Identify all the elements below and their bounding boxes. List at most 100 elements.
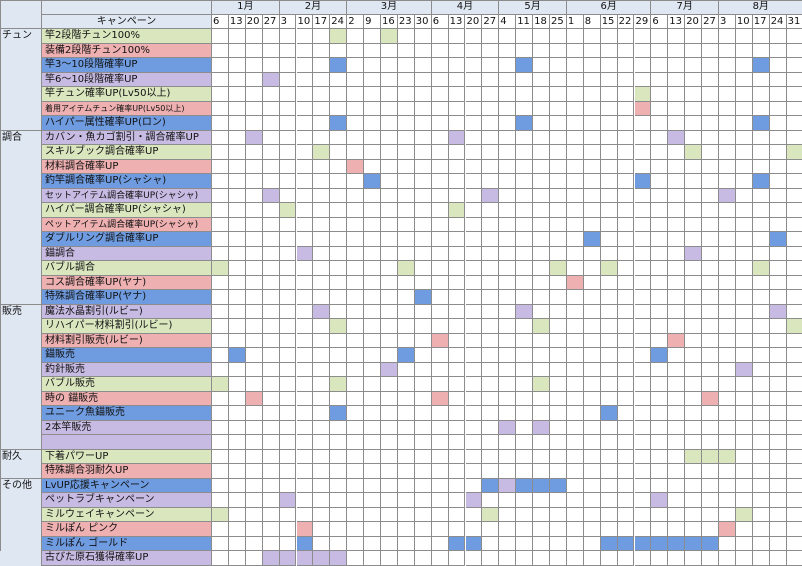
grid-cell[interactable] [719, 72, 736, 87]
grid-cell[interactable] [397, 29, 415, 44]
grid-cell[interactable] [735, 58, 753, 73]
grid-cell[interactable] [702, 464, 719, 479]
grid-cell[interactable] [702, 522, 719, 537]
grid-cell[interactable] [347, 101, 365, 116]
grid-cell[interactable] [566, 217, 584, 232]
grid-cell[interactable] [685, 43, 703, 58]
grid-cell[interactable] [499, 174, 517, 189]
grid-cell[interactable] [431, 420, 449, 435]
grid-cell[interactable] [719, 261, 736, 276]
grid-cell[interactable] [482, 130, 500, 145]
grid-cell[interactable] [769, 319, 787, 334]
grid-cell[interactable] [735, 290, 753, 305]
grid-cell[interactable] [313, 507, 331, 522]
grid-cell[interactable] [752, 304, 770, 319]
grid-cell[interactable] [600, 551, 618, 566]
grid-cell[interactable] [313, 536, 331, 551]
grid-cell[interactable] [465, 377, 483, 392]
grid-cell[interactable] [381, 43, 398, 58]
grid-cell[interactable] [685, 101, 703, 116]
campaign-row-label[interactable]: ミルウェイキャンペーン [42, 507, 212, 522]
grid-cell[interactable] [262, 435, 280, 450]
grid-cell[interactable] [769, 348, 787, 363]
campaign-row-label[interactable]: バブル販売 [42, 377, 212, 392]
grid-cell[interactable] [465, 507, 483, 522]
grid-cell[interactable] [397, 493, 415, 508]
grid-cell[interactable] [212, 130, 229, 145]
grid-cell[interactable] [752, 507, 770, 522]
grid-cell[interactable] [719, 319, 736, 334]
grid-cell[interactable] [617, 478, 635, 493]
grid-cell[interactable] [296, 203, 314, 218]
grid-cell[interactable] [550, 203, 567, 218]
grid-cell[interactable] [448, 275, 466, 290]
grid-cell[interactable] [381, 145, 398, 160]
grid-cell[interactable] [431, 304, 449, 319]
grid-cell[interactable] [719, 406, 736, 421]
grid-cell[interactable] [617, 116, 635, 131]
grid-cell[interactable] [347, 261, 365, 276]
grid-cell[interactable] [533, 174, 550, 189]
grid-cell[interactable] [651, 116, 669, 131]
grid-cell[interactable] [752, 493, 770, 508]
grid-cell[interactable] [583, 348, 601, 363]
campaign-row-label[interactable]: LvUP応援キャンペーン [42, 478, 212, 493]
grid-cell[interactable] [634, 406, 652, 421]
grid-cell[interactable] [735, 435, 753, 450]
grid-cell[interactable] [448, 72, 466, 87]
grid-cell[interactable] [735, 478, 753, 493]
grid-cell[interactable] [448, 435, 466, 450]
grid-cell[interactable] [668, 246, 686, 261]
grid-cell[interactable] [499, 246, 517, 261]
grid-cell[interactable] [364, 130, 381, 145]
grid-cell[interactable] [245, 246, 263, 261]
grid-cell[interactable] [516, 275, 534, 290]
campaign-scheduled-cell[interactable] [600, 536, 618, 551]
grid-cell[interactable] [617, 275, 635, 290]
grid-cell[interactable] [685, 29, 703, 44]
grid-cell[interactable] [735, 261, 753, 276]
grid-cell[interactable] [769, 116, 787, 131]
grid-cell[interactable] [550, 304, 567, 319]
grid-cell[interactable] [347, 217, 365, 232]
campaign-scheduled-cell[interactable] [550, 261, 567, 276]
campaign-scheduled-cell[interactable] [262, 188, 280, 203]
grid-cell[interactable] [600, 101, 618, 116]
grid-cell[interactable] [414, 217, 432, 232]
grid-cell[interactable] [397, 507, 415, 522]
grid-cell[interactable] [702, 203, 719, 218]
grid-cell[interactable] [262, 449, 280, 464]
grid-cell[interactable] [735, 145, 753, 160]
grid-cell[interactable] [279, 377, 297, 392]
grid-cell[interactable] [583, 333, 601, 348]
grid-cell[interactable] [228, 275, 246, 290]
month-header[interactable]: 6月 [566, 0, 652, 15]
grid-cell[interactable] [296, 449, 314, 464]
campaign-row-label[interactable]: 着用アイテムチュン確率UP(Lv50以上) [42, 101, 212, 116]
grid-cell[interactable] [212, 464, 229, 479]
grid-cell[interactable] [482, 261, 500, 276]
grid-cell[interactable] [330, 333, 348, 348]
grid-cell[interactable] [279, 464, 297, 479]
grid-cell[interactable] [668, 101, 686, 116]
grid-cell[interactable] [651, 478, 669, 493]
grid-cell[interactable] [381, 246, 398, 261]
grid-cell[interactable] [634, 203, 652, 218]
grid-cell[interactable] [786, 348, 802, 363]
grid-cell[interactable] [397, 478, 415, 493]
grid-cell[interactable] [465, 232, 483, 247]
grid-cell[interactable] [431, 58, 449, 73]
grid-cell[interactable] [702, 145, 719, 160]
grid-cell[interactable] [245, 174, 263, 189]
grid-cell[interactable] [651, 145, 669, 160]
grid-cell[interactable] [228, 522, 246, 537]
grid-cell[interactable] [414, 203, 432, 218]
campaign-scheduled-cell[interactable] [685, 246, 703, 261]
grid-cell[interactable] [228, 130, 246, 145]
campaign-scheduled-cell[interactable] [296, 246, 314, 261]
grid-cell[interactable] [465, 435, 483, 450]
grid-cell[interactable] [381, 449, 398, 464]
grid-cell[interactable] [600, 275, 618, 290]
campaign-row-label[interactable]: 特殊調合羽耐久UP [42, 464, 212, 479]
grid-cell[interactable] [313, 159, 331, 174]
